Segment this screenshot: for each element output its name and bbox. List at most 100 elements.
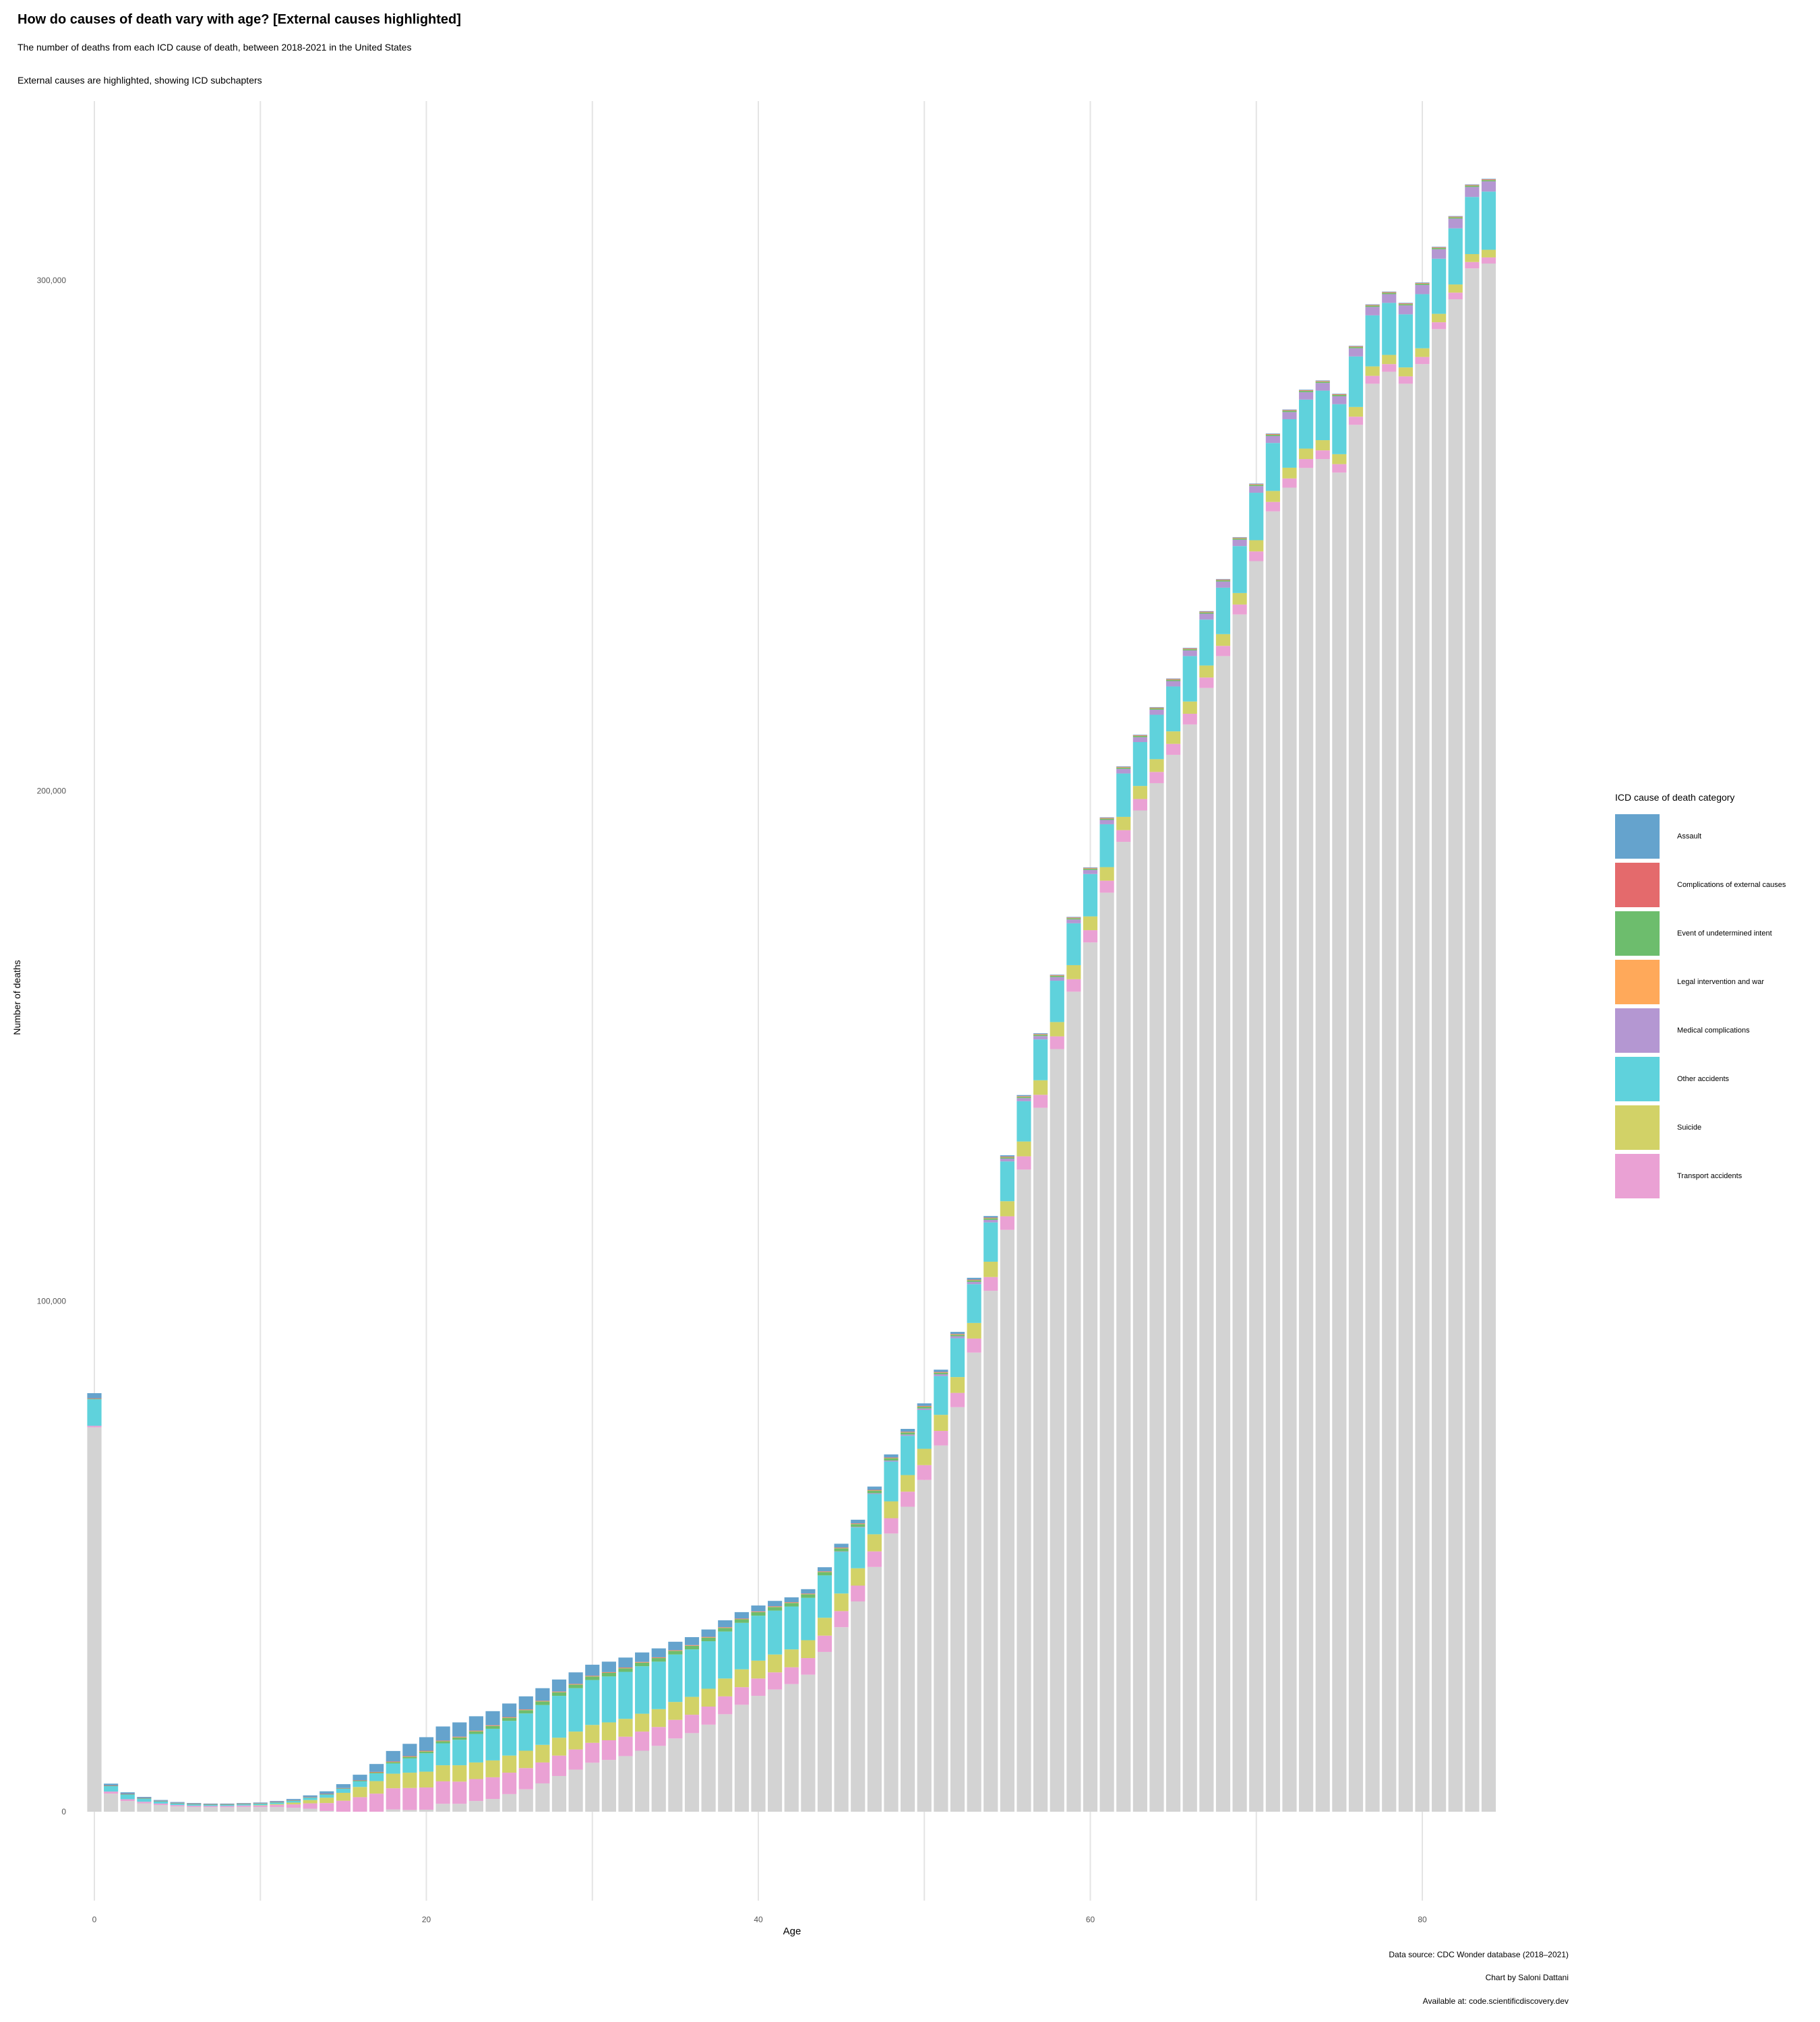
bar-segment-other-accidents	[967, 1284, 981, 1323]
bar-segment-assault	[851, 1519, 866, 1524]
bar-segment-assault	[668, 1641, 683, 1651]
bar-segment-event-of-undetermined-intent	[551, 1692, 567, 1696]
bar-segment-legal-intervention-and-war	[1448, 216, 1463, 218]
bar-segment-other-accidents	[601, 1676, 616, 1723]
bar-other-causes	[751, 1696, 766, 1812]
bar-segment-suicide	[502, 1755, 517, 1773]
bar-segment-other-accidents	[585, 1680, 600, 1725]
bar-segment-assault	[1000, 1155, 1014, 1157]
bar-other-causes	[1215, 656, 1231, 1812]
bar-segment-suicide	[1149, 759, 1164, 772]
bar-segment-suicide	[1465, 253, 1480, 262]
bar-segment-medical-complications	[1365, 307, 1380, 315]
bar-segment-transport-accidents	[1332, 464, 1347, 473]
bar-segment-assault	[734, 1612, 749, 1619]
bar-segment-suicide	[518, 1750, 533, 1769]
bar-segment-suicide	[701, 1688, 716, 1707]
bar-segment-other-accidents	[120, 1794, 135, 1800]
legend-swatch	[1615, 863, 1660, 907]
bar-segment-transport-accidents	[402, 1787, 417, 1810]
bar-segment-event-of-undetermined-intent	[137, 1798, 152, 1799]
bar-other-causes	[1033, 1107, 1048, 1812]
bar-segment-complications-of-external-causes	[867, 1490, 882, 1491]
bar-segment-complications-of-external-causes	[170, 1802, 185, 1804]
bar-segment-other-accidents	[303, 1798, 317, 1800]
bar-segment-assault	[718, 1620, 733, 1628]
chart-subtitle-note: External causes are highlighted, showing…	[18, 75, 262, 86]
bar-segment-transport-accidents	[983, 1277, 998, 1291]
bar-other-causes	[87, 1427, 102, 1812]
bar-segment-transport-accidents	[1099, 880, 1114, 893]
bar-segment-assault	[153, 1800, 169, 1801]
legend-item-transport-accidents[interactable]: Transport accidents	[1615, 1152, 1786, 1200]
y-tick-label: 300,000	[37, 276, 67, 285]
bar-segment-event-of-undetermined-intent	[851, 1524, 866, 1527]
bar-segment-complications-of-external-causes	[203, 1804, 218, 1805]
bar-segment-suicide	[419, 1771, 434, 1788]
legend-item-undetermined-intent[interactable]: Event of undetermined intent	[1615, 909, 1786, 958]
bar-other-causes	[934, 1445, 948, 1812]
bar-segment-suicide	[618, 1719, 633, 1737]
bar-segment-other-accidents	[801, 1597, 816, 1641]
bar-segment-other-accidents	[568, 1688, 583, 1732]
legend-swatch	[1615, 1008, 1660, 1053]
bar-segment-transport-accidents	[336, 1800, 351, 1812]
bar-segment-legal-intervention-and-war	[369, 1772, 384, 1773]
bar-segment-other-accidents	[701, 1641, 716, 1689]
bar-segment-complications-of-external-causes	[967, 1279, 981, 1281]
bar-segment-event-of-undetermined-intent	[1182, 649, 1197, 651]
bar-other-causes	[817, 1651, 832, 1812]
bar-segment-medical-complications	[1149, 709, 1164, 715]
bar-segment-suicide	[1215, 634, 1231, 646]
bar-segment-medical-complications	[1017, 1098, 1031, 1101]
bar-segment-medical-complications	[1481, 181, 1496, 192]
bar-segment-legal-intervention-and-war	[1232, 538, 1247, 539]
bar-other-causes	[402, 1810, 417, 1812]
bar-segment-other-accidents	[1182, 656, 1197, 702]
bar-segment-assault	[137, 1797, 152, 1798]
bar-segment-complications-of-external-causes	[684, 1645, 700, 1646]
bar-segment-suicide	[851, 1568, 866, 1586]
bar-segment-other-accidents	[153, 1801, 169, 1804]
bar-segment-transport-accidents	[967, 1338, 981, 1353]
bar-segment-suicide	[1398, 367, 1413, 377]
bar-segment-suicide	[1099, 867, 1114, 881]
bar-segment-other-accidents	[336, 1788, 351, 1793]
legend-item-assault[interactable]: Assault	[1615, 812, 1786, 861]
bar-segment-event-of-undetermined-intent	[452, 1737, 467, 1740]
bar-segment-assault	[967, 1277, 981, 1280]
legend-item-suicide[interactable]: Suicide	[1615, 1103, 1786, 1152]
bar-other-causes	[203, 1807, 218, 1812]
bar-segment-assault	[120, 1792, 135, 1794]
legend-item-complications[interactable]: Complications of external causes	[1615, 861, 1786, 909]
bar-segment-assault	[651, 1648, 666, 1657]
bar-other-causes	[518, 1789, 533, 1812]
bar-segment-other-accidents	[1382, 303, 1397, 355]
legend-item-other-accidents[interactable]: Other accidents	[1615, 1055, 1786, 1103]
bar-segment-suicide	[585, 1725, 600, 1743]
bar-segment-legal-intervention-and-war	[468, 1730, 483, 1732]
x-tick-label: 40	[754, 1915, 763, 1924]
legend-item-medical-complications[interactable]: Medical complications	[1615, 1006, 1786, 1055]
bar-other-causes	[967, 1352, 981, 1812]
bar-segment-assault	[170, 1802, 185, 1803]
legend-item-legal-intervention[interactable]: Legal intervention and war	[1615, 958, 1786, 1006]
x-tick-label: 80	[1418, 1915, 1427, 1924]
bar-segment-suicide	[1166, 731, 1181, 744]
bar-other-causes	[1481, 264, 1496, 1812]
bar-segment-suicide	[1432, 313, 1447, 323]
bar-segment-medical-complications	[950, 1336, 965, 1339]
bar-segment-transport-accidents	[485, 1777, 500, 1800]
bar-segment-transport-accidents	[834, 1611, 849, 1628]
bar-segment-assault	[568, 1672, 583, 1684]
bar-other-causes	[1332, 472, 1347, 1812]
legend-swatch	[1615, 911, 1660, 956]
bar-segment-transport-accidents	[635, 1732, 650, 1751]
bar-segment-other-accidents	[651, 1661, 666, 1709]
bar-segment-other-accidents	[884, 1461, 899, 1502]
bar-segment-assault	[1382, 291, 1397, 293]
bar-other-causes	[1432, 329, 1447, 1812]
bar-segment-transport-accidents	[320, 1803, 334, 1811]
bar-segment-legal-intervention-and-war	[701, 1636, 716, 1638]
legend-label: Legal intervention and war	[1677, 978, 1765, 986]
